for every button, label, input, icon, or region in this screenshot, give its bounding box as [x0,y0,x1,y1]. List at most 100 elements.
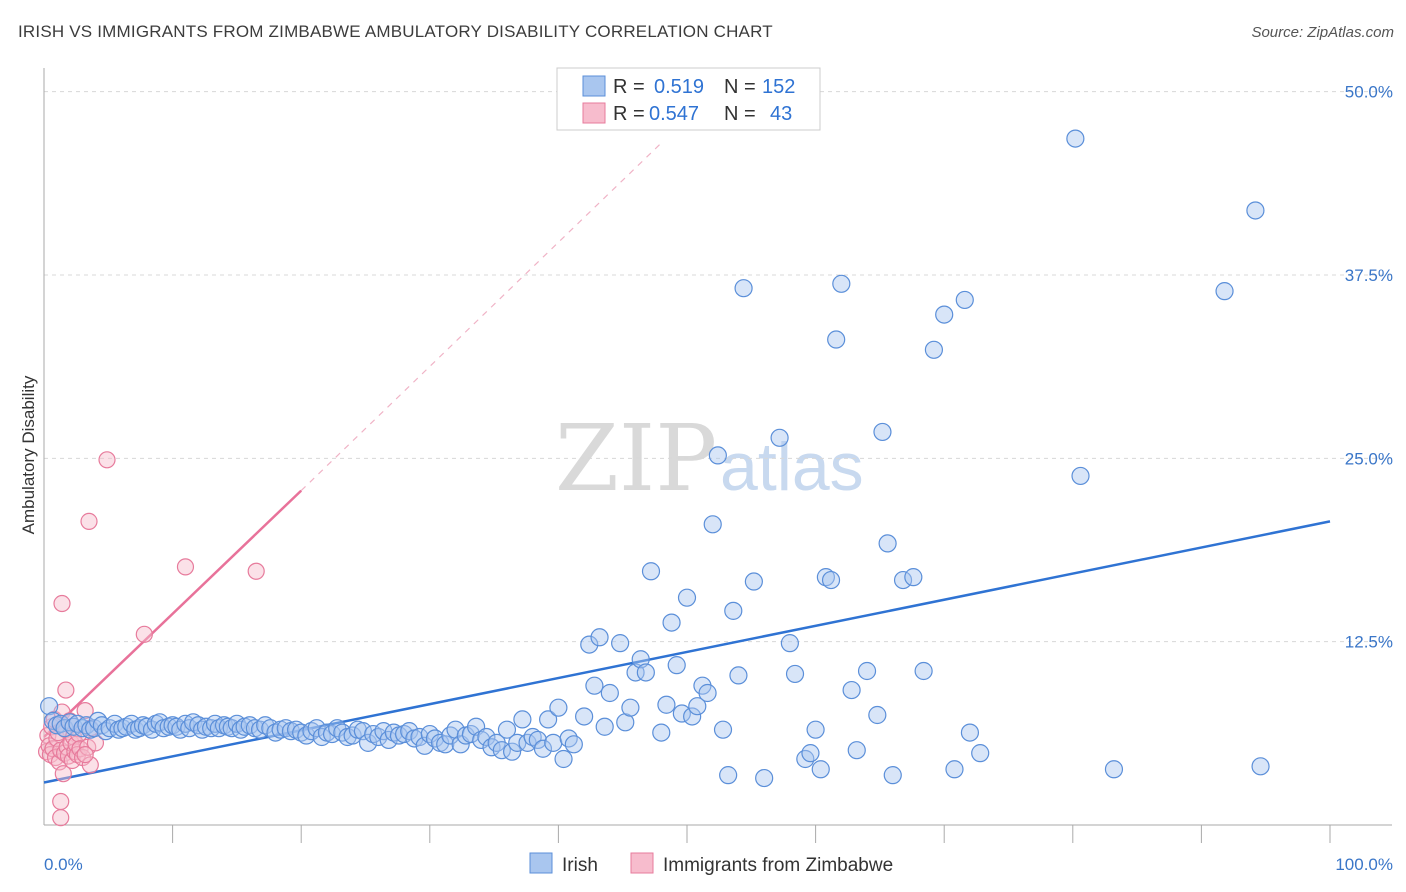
data-point-irish [796,749,815,769]
data-point-irish [878,534,897,553]
data-point-irish [955,290,974,310]
data-point-irish [914,661,933,681]
y-axis-title: Ambulatory Disability [19,375,38,534]
data-point-irish [266,723,285,742]
data-point-irish [40,697,59,716]
data-point-irish [580,635,599,654]
chart-title: IRISH VS IMMIGRANTS FROM ZIMBABWE AMBULA… [18,22,773,41]
data-point-irish [935,305,954,324]
data-point-irish [343,726,362,745]
data-point-irish [811,760,830,779]
data-point-irish [904,568,923,587]
bottom-legend-label-irish: Irish [562,855,598,876]
data-point-irish [415,736,434,755]
data-point-irish [497,720,517,739]
data-point-zimbabwe [98,451,116,469]
legend-r-value-zimbabwe: 0.547 [649,103,699,125]
data-point-zimbabwe [52,792,70,811]
data-point-irish [708,446,727,465]
data-point-irish [657,695,676,714]
data-point-irish [924,340,944,359]
data-point-irish [842,680,861,700]
x-tick-label: 100.0% [1335,855,1393,874]
series-legend: Irish Immigrants from Zimbabwe [529,852,893,876]
data-point-irish [801,744,820,763]
data-point-irish [662,613,681,632]
x-tick-label: 0.0% [44,855,83,874]
data-point-irish [847,741,866,760]
data-point-zimbabwe [76,745,94,764]
data-point-irish [585,676,604,695]
data-point-irish [1071,466,1090,486]
data-point-irish [533,739,553,758]
data-point-zimbabwe [52,809,70,827]
data-point-irish [770,428,789,447]
data-point-irish [472,730,491,750]
data-point-irish [667,656,686,675]
data-point-irish [816,568,835,587]
data-point-irish [539,710,558,729]
data-point-irish [1104,760,1124,779]
data-point-zimbabwe [86,734,105,752]
data-point-zimbabwe [176,558,195,576]
data-point-irish [513,710,532,729]
data-point-irish [703,515,722,534]
data-point-irish [821,570,841,590]
data-point-irish [641,562,661,581]
legend-n-label-zimbabwe: N = [724,103,756,125]
y-tick-label: 50.0% [1345,83,1393,102]
x-tick-labels: 0.0% 100.0% [44,855,1393,874]
legend-swatch-zimbabwe [582,102,606,124]
legend-r-label-zimbabwe: R = [613,103,645,125]
data-point-irish [755,768,774,788]
y-tick-labels: 12.5% 25.0% 37.5% 50.0% [1345,83,1393,652]
data-point-irish [868,705,887,725]
grid-lines [44,91,1392,643]
y-tick-label: 37.5% [1345,266,1393,285]
data-point-zimbabwe [76,701,94,720]
data-point-zimbabwe [81,756,99,774]
data-point-irish [683,707,702,726]
data-point-irish [595,717,614,736]
data-point-irish [734,279,753,298]
data-point-irish [857,661,877,681]
data-point-irish [1066,129,1085,148]
data-point-irish [358,733,378,752]
data-point-zimbabwe [54,765,72,783]
data-point-irish [652,723,671,742]
legend-n-value-zimbabwe: 43 [770,103,792,125]
watermark-atlas: atlas [720,429,864,505]
data-point-irish [672,704,691,723]
data-point-irish [873,422,892,442]
data-point-irish [677,588,697,607]
data-point-zimbabwe [135,625,153,643]
legend-r-value-irish: 0.519 [654,76,704,98]
data-point-irish [893,570,913,590]
data-point-irish [503,742,522,761]
y-tick-label: 25.0% [1345,449,1393,468]
series-zimbabwe-points [37,451,265,827]
data-point-irish [477,727,496,747]
data-point-irish [394,724,414,744]
data-point-irish [436,735,455,754]
bottom-legend-swatch-zimbabwe [630,852,654,874]
data-point-irish [528,730,547,750]
data-point-irish [832,274,851,293]
data-point-irish [1215,282,1234,301]
data-point-zimbabwe [57,681,75,699]
data-point-irish [554,749,573,769]
data-point-irish [883,766,902,785]
series-irish-points [40,129,1270,788]
data-point-irish [286,720,306,739]
bottom-legend-label-zimbabwe: Immigrants from Zimbabwe [663,855,893,876]
y-tick-label: 12.5% [1345,633,1393,652]
data-point-irish [302,722,321,741]
data-point-irish [410,727,429,747]
data-point-irish [600,683,619,703]
data-point-irish [785,664,805,684]
data-point-irish [688,697,707,716]
data-point-zimbabwe [247,562,265,580]
legend-swatch-irish [582,75,606,97]
bottom-legend-swatch-irish [529,852,553,874]
data-point-irish [611,634,630,653]
